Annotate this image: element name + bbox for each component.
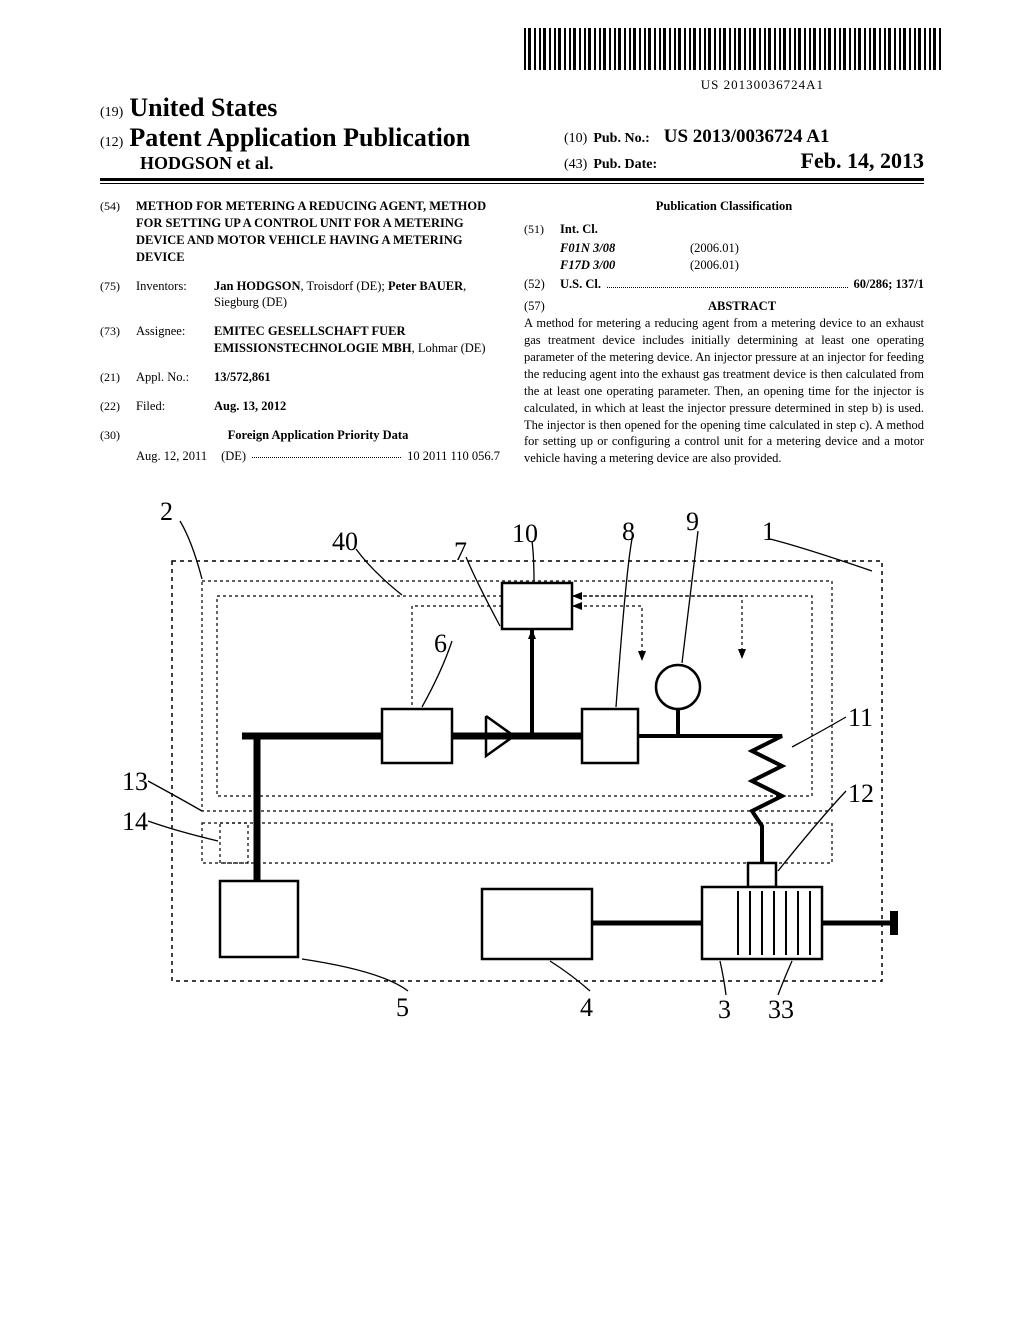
callout-3: 3 [718, 995, 731, 1025]
authors-line: HODGSON et al. [140, 153, 470, 174]
code-10: (10) [564, 131, 587, 147]
pub-number: US 2013/0036724 A1 [664, 126, 830, 148]
callout-12: 12 [848, 779, 874, 809]
country: United States [129, 93, 277, 123]
barcode [524, 28, 944, 70]
priority-heading: Foreign Application Priority Data [136, 427, 500, 444]
figure: 24071068911112131454333 [102, 491, 922, 1031]
intcl-2-year: (2006.01) [690, 257, 739, 274]
callout-4: 4 [580, 993, 593, 1023]
assignee-name: EMITEC GESELLSCHAFT FUER EMISSIONSTECHNO… [214, 324, 412, 355]
callout-40: 40 [332, 527, 358, 557]
callout-10: 10 [512, 519, 538, 549]
intcl-label: Int. Cl. [560, 221, 924, 238]
dots-leader [607, 278, 848, 288]
abstract-label: ABSTRACT [560, 298, 924, 315]
barcode-block: US 20130036724A1 [100, 28, 944, 93]
callout-9: 9 [686, 507, 699, 537]
code-22: (22) [100, 398, 136, 415]
callout-13: 13 [122, 767, 148, 797]
assignee-label: Assignee: [136, 323, 214, 357]
header-rule [100, 178, 924, 184]
callout-8: 8 [622, 517, 635, 547]
priority-row: Aug. 12, 2011 (DE) 10 2011 110 056.7 [136, 448, 500, 465]
intcl-1-year: (2006.01) [690, 240, 739, 257]
callout-2: 2 [160, 497, 173, 527]
filed-label: Filed: [136, 398, 214, 415]
code-52: (52) [524, 276, 560, 293]
header: (19) United States (12) Patent Applicati… [100, 93, 924, 174]
callout-33: 33 [768, 995, 794, 1025]
code-51: (51) [524, 221, 560, 238]
dots-leader [252, 448, 401, 458]
barcode-number: US 20130036724A1 [100, 77, 824, 93]
figure-svg [102, 491, 922, 1031]
priority-number: 10 2011 110 056.7 [407, 448, 500, 465]
callout-11: 11 [848, 703, 873, 733]
pubno-label: Pub. No.: [593, 131, 649, 147]
inventors: Jan HODGSON, Troisdorf (DE); Peter BAUER… [214, 278, 500, 312]
code-12: (12) [100, 135, 123, 151]
assignee-loc: , Lohmar (DE) [412, 341, 486, 355]
callout-6: 6 [434, 629, 447, 659]
intcl-row-2: F17D 3/00 (2006.01) [524, 257, 924, 274]
classification-heading: Publication Classification [524, 198, 924, 215]
uscl-label: U.S. Cl. [560, 276, 601, 293]
callout-5: 5 [396, 993, 409, 1023]
code-75: (75) [100, 278, 136, 312]
intcl-2: F17D 3/00 [560, 257, 690, 274]
filed-date: Aug. 13, 2012 [214, 398, 500, 415]
code-54: (54) [100, 198, 136, 266]
code-43: (43) [564, 157, 587, 173]
inventors-label: Inventors: [136, 278, 214, 312]
priority-country: (DE) [221, 448, 246, 465]
invention-title: METHOD FOR METERING A REDUCING AGENT, ME… [136, 198, 500, 266]
appl-number: 13/572,861 [214, 369, 500, 386]
code-73: (73) [100, 323, 136, 357]
callout-1: 1 [762, 517, 775, 547]
code-21: (21) [100, 369, 136, 386]
applno-label: Appl. No.: [136, 369, 214, 386]
uscl-row: (52) U.S. Cl. 60/286; 137/1 [524, 276, 924, 293]
callout-7: 7 [454, 537, 467, 567]
pubdate-label: Pub. Date: [593, 157, 657, 173]
priority-date: Aug. 12, 2011 [136, 448, 207, 465]
doc-type: Patent Application Publication [129, 123, 470, 153]
code-19: (19) [100, 105, 123, 121]
abstract-text: A method for metering a reducing agent f… [524, 315, 924, 467]
right-column: Publication Classification (51) Int. Cl.… [524, 198, 924, 467]
uscl-values: 60/286; 137/1 [854, 276, 924, 293]
assignee: EMITEC GESELLSCHAFT FUER EMISSIONSTECHNO… [214, 323, 500, 357]
body-columns: (54) METHOD FOR METERING A REDUCING AGEN… [100, 198, 924, 467]
pub-date: Feb. 14, 2013 [801, 148, 924, 174]
inventor-2-name: Peter BAUER [388, 279, 463, 293]
intcl-row-1: F01N 3/08 (2006.01) [524, 240, 924, 257]
code-57: (57) [524, 298, 560, 315]
inventor-1-loc: , Troisdorf (DE); [300, 279, 388, 293]
left-column: (54) METHOD FOR METERING A REDUCING AGEN… [100, 198, 500, 467]
inventor-1-name: Jan HODGSON [214, 279, 300, 293]
callout-14: 14 [122, 807, 148, 837]
code-30: (30) [100, 427, 136, 444]
intcl-1: F01N 3/08 [560, 240, 690, 257]
